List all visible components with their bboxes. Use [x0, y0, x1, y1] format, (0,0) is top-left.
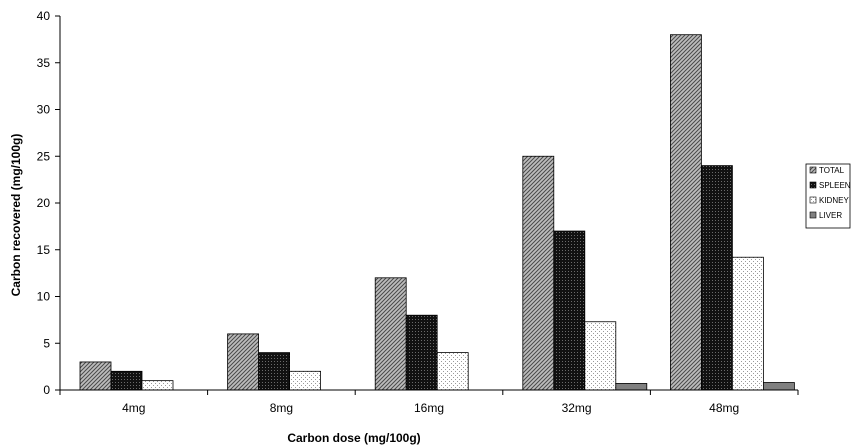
bar-total-8mg	[228, 334, 259, 390]
y-tick-label: 20	[37, 196, 51, 210]
legend: TOTAL SPLEEN KIDNEY LIVER	[806, 164, 851, 228]
bar-kidney-8mg	[290, 371, 321, 390]
x-tick-label: 8mg	[270, 401, 293, 415]
legend-label-total: TOTAL	[819, 166, 845, 175]
x-tick-label: 16mg	[414, 401, 444, 415]
legend-label-spleen: SPLEEN	[819, 181, 851, 190]
bar-total-4mg	[80, 362, 111, 390]
bar-total-16mg	[375, 278, 406, 390]
legend-label-liver: LIVER	[819, 211, 842, 220]
legend-swatch-kidney	[810, 197, 816, 203]
y-tick-label: 0	[43, 383, 50, 397]
y-tick-label: 30	[37, 103, 51, 117]
y-tick-label: 10	[37, 290, 51, 304]
bar-kidney-48mg	[732, 257, 763, 390]
legend-swatch-liver	[810, 212, 816, 218]
x-axis-title: Carbon dose (mg/100g)	[287, 431, 420, 445]
x-tick-label: 32mg	[562, 401, 592, 415]
x-tick-label: 48mg	[709, 401, 739, 415]
bar-spleen-48mg	[701, 166, 732, 390]
legend-swatch-total	[810, 167, 816, 173]
bar-kidney-32mg	[585, 322, 616, 390]
bar-kidney-4mg	[142, 381, 173, 390]
y-tick-label: 5	[43, 336, 50, 350]
legend-swatch-spleen	[810, 182, 816, 188]
bar-total-32mg	[523, 156, 554, 390]
legend-label-kidney: KIDNEY	[819, 196, 849, 205]
bar-liver-48mg	[763, 383, 794, 390]
y-axis-title: Carbon recovered (mg/100g)	[9, 134, 23, 297]
y-tick-label: 40	[37, 9, 51, 23]
bar-spleen-16mg	[406, 315, 437, 390]
bar-total-48mg	[670, 35, 701, 390]
bar-spleen-8mg	[259, 353, 290, 390]
bar-liver-32mg	[616, 383, 647, 390]
y-tick-label: 25	[37, 149, 51, 163]
bar-kidney-16mg	[437, 353, 468, 390]
y-tick-label: 15	[37, 243, 51, 257]
y-tick-label: 35	[37, 56, 51, 70]
bar-spleen-4mg	[111, 371, 142, 390]
x-tick-label: 4mg	[122, 401, 145, 415]
bar-spleen-32mg	[554, 231, 585, 390]
